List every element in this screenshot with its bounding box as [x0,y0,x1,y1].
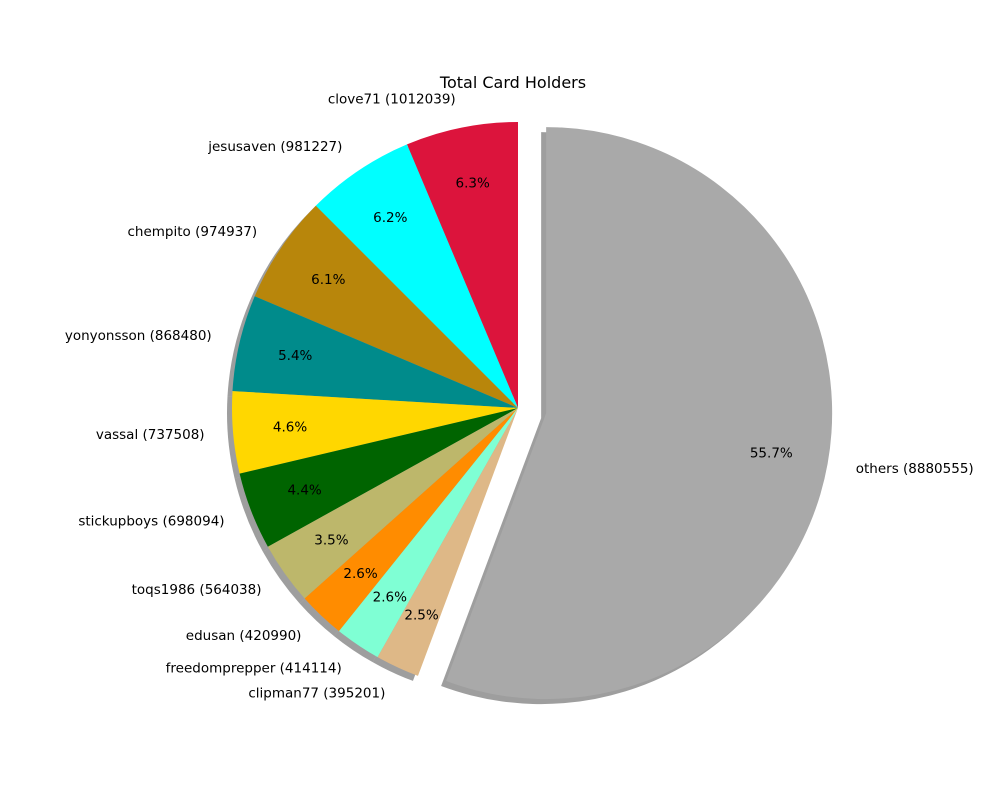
slice-label-clove71: clove71 (1012039) [328,92,456,108]
chart-title: Total Card Holders [439,73,586,92]
percent-label-stickupboys: 4.4% [287,483,321,499]
pie-slice-clove71 [406,122,518,408]
percent-label-clipman77: 2.5% [404,607,438,623]
percent-label-jesusaven: 6.2% [373,210,407,226]
slice-label-yonyonsson: yonyonsson (868480) [65,328,212,344]
slice-label-stickupboys: stickupboys (698094) [78,513,224,529]
percent-label-vassal: 4.6% [273,420,307,436]
pie-slice-stickupboys [239,408,518,547]
slice-label-clipman77: clipman77 (395201) [248,685,385,701]
percent-label-edusan: 2.6% [343,566,377,582]
percent-label-chempito: 6.1% [311,272,345,288]
slice-label-edusan: edusan (420990) [186,628,302,644]
percent-label-freedomprepper: 2.6% [373,590,407,606]
pie-label-layer: clove71 (1012039) 6.3% jesusaven (981227) 6… [65,92,974,702]
pie-slice-others [446,127,833,700]
slice-label-others: others (8880555) [856,461,974,477]
pie-slice-chempito [254,205,519,408]
slice-label-toqs1986: toqs1986 (564038) [132,582,262,598]
pie-slice-toqs1986 [267,408,518,599]
pie-slice-clipman77 [377,408,518,676]
pie-slice-jesusaven [315,144,518,408]
slice-label-jesusaven: jesusaven (981227) [207,139,342,155]
percent-label-yonyonsson: 5.4% [278,348,312,364]
percent-label-clove71: 6.3% [456,176,490,192]
pie-slice-yonyonsson [232,296,519,408]
slice-label-vassal: vassal (737508) [96,427,205,443]
pie-slice-vassal [232,391,518,474]
pie-slice-edusan [304,408,518,632]
pie-slice-freedomprepper [339,408,518,658]
pie-slice-layer [232,122,833,700]
slice-label-freedomprepper: freedomprepper (414114) [166,661,342,677]
slice-label-chempito: chempito (974937) [128,224,258,240]
percent-label-toqs1986: 3.5% [314,532,348,548]
percent-label-others: 55.7% [750,446,793,462]
